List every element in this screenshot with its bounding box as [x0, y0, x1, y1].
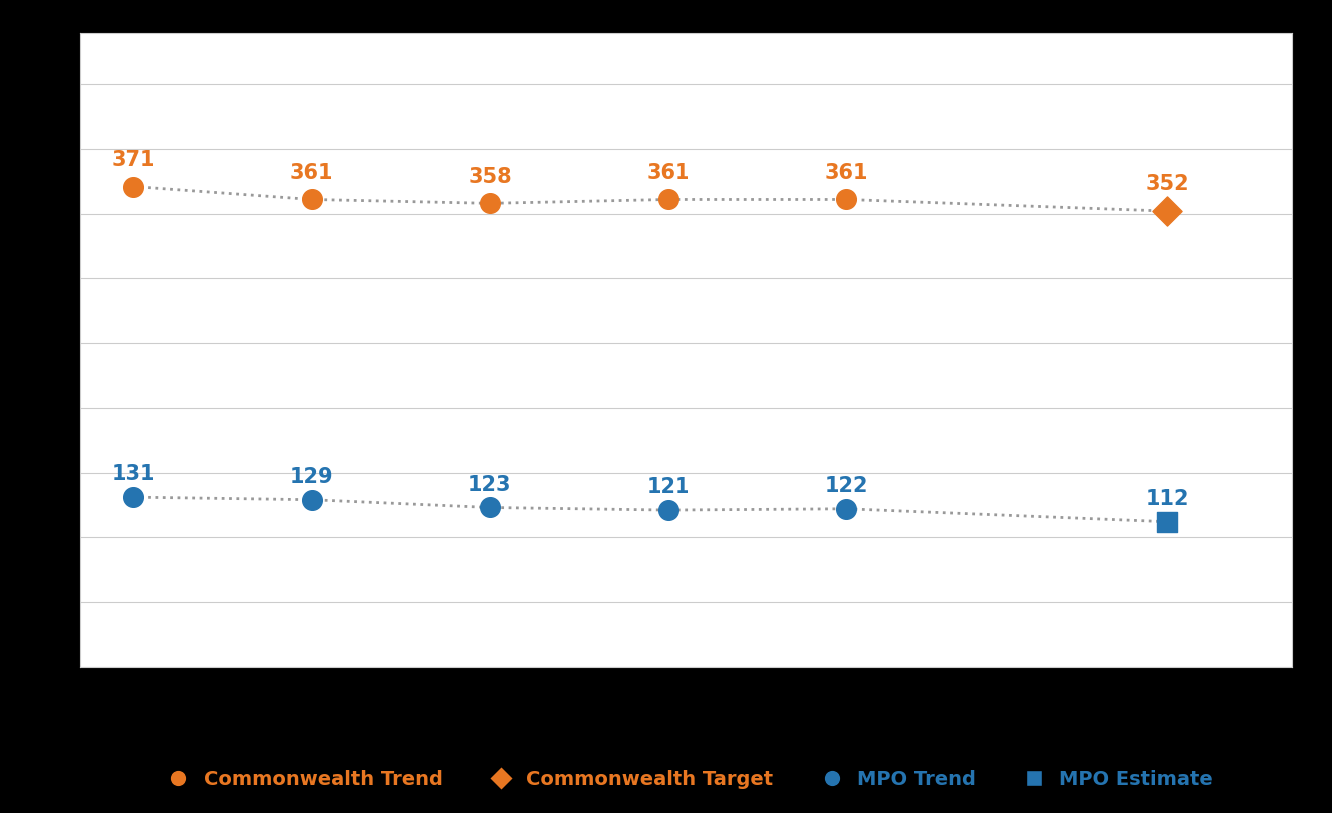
Text: 352: 352: [1146, 174, 1189, 194]
Point: [1156, 205, 1177, 218]
Point: [835, 193, 856, 206]
Text: 361: 361: [290, 163, 333, 183]
Text: 371: 371: [112, 150, 155, 170]
Point: [658, 193, 679, 206]
Point: [835, 502, 856, 515]
Point: [123, 180, 144, 193]
Point: [658, 503, 679, 516]
Point: [123, 490, 144, 503]
Point: [480, 501, 501, 514]
Point: [1156, 515, 1177, 528]
Point: [301, 193, 322, 206]
Text: 358: 358: [468, 167, 511, 186]
Point: [480, 197, 501, 210]
Text: 361: 361: [825, 163, 868, 183]
Legend: Commonwealth Trend, Commonwealth Target, MPO Trend, MPO Estimate: Commonwealth Trend, Commonwealth Target,…: [151, 762, 1221, 797]
Text: 121: 121: [646, 477, 690, 497]
Text: 361: 361: [646, 163, 690, 183]
Point: [301, 493, 322, 506]
Text: 122: 122: [825, 476, 868, 496]
Text: 112: 112: [1146, 489, 1189, 509]
Text: 131: 131: [112, 464, 155, 485]
Text: 123: 123: [468, 475, 511, 494]
Text: 129: 129: [290, 467, 333, 487]
